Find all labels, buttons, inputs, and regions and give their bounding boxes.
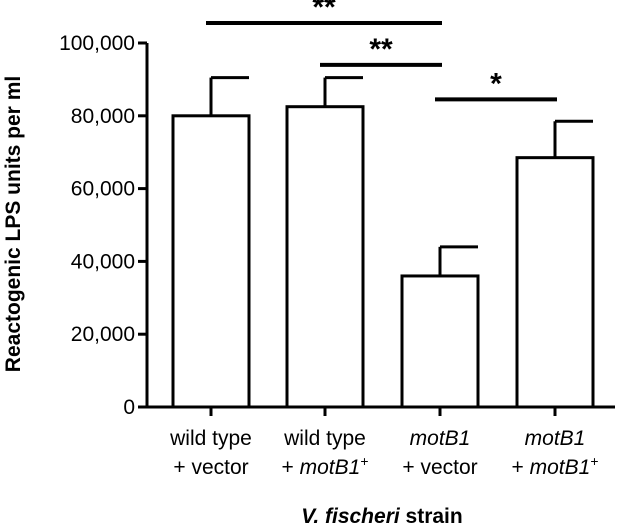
y-tick-label: 100,000 — [59, 32, 135, 55]
category-label-line2: + motB1+ — [512, 453, 599, 479]
bar — [171, 114, 251, 409]
category-label-line1: motB1 — [525, 427, 586, 450]
significance-label: ** — [369, 33, 393, 66]
bar — [400, 274, 480, 409]
bar — [515, 156, 595, 409]
category-label-line1: motB1 — [410, 427, 471, 450]
y-tick-label: 20,000 — [71, 323, 135, 346]
y-tick-label: 60,000 — [71, 178, 135, 201]
y-tick-label: 80,000 — [71, 105, 135, 128]
y-axis-title: Reactogenic LPS units per ml — [2, 76, 25, 372]
category-label-line1: wild type — [169, 427, 252, 450]
category-label-line2: + vector — [402, 456, 477, 479]
category-label-line2: + motB1+ — [282, 453, 369, 479]
category-label-line1: wild type — [283, 427, 366, 450]
y-tick-label: 40,000 — [71, 250, 135, 273]
significance-label: * — [490, 67, 502, 100]
category-label-line2: + vector — [173, 456, 248, 479]
bar — [285, 105, 365, 409]
x-axis-title: V. fischeri strain — [301, 505, 462, 528]
y-tick-label: 0 — [123, 396, 135, 419]
significance-label: ** — [312, 0, 336, 24]
